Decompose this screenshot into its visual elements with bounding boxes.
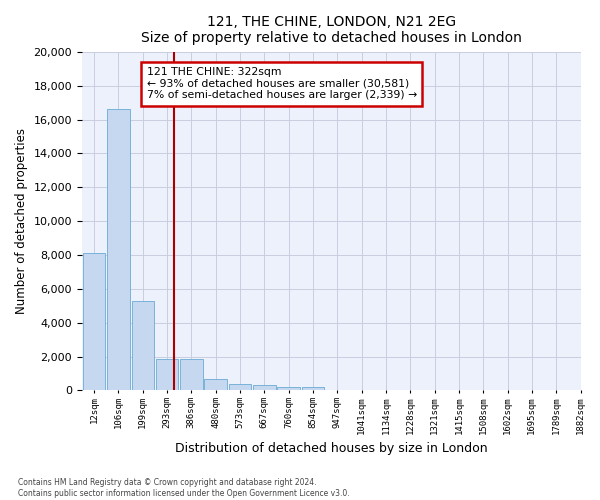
X-axis label: Distribution of detached houses by size in London: Distribution of detached houses by size … <box>175 442 488 455</box>
Bar <box>83 254 105 390</box>
Y-axis label: Number of detached properties: Number of detached properties <box>15 128 28 314</box>
Bar <box>107 110 130 390</box>
Title: 121, THE CHINE, LONDON, N21 2EG
Size of property relative to detached houses in : 121, THE CHINE, LONDON, N21 2EG Size of … <box>141 15 521 45</box>
Text: 121 THE CHINE: 322sqm
← 93% of detached houses are smaller (30,581)
7% of semi-d: 121 THE CHINE: 322sqm ← 93% of detached … <box>147 67 417 100</box>
Bar <box>253 386 275 390</box>
Text: Contains HM Land Registry data © Crown copyright and database right 2024.
Contai: Contains HM Land Registry data © Crown c… <box>18 478 350 498</box>
Bar <box>229 384 251 390</box>
Bar <box>156 359 178 390</box>
Bar <box>205 378 227 390</box>
Bar <box>180 359 203 390</box>
Bar <box>277 386 300 390</box>
Bar <box>302 387 324 390</box>
Bar <box>131 301 154 390</box>
